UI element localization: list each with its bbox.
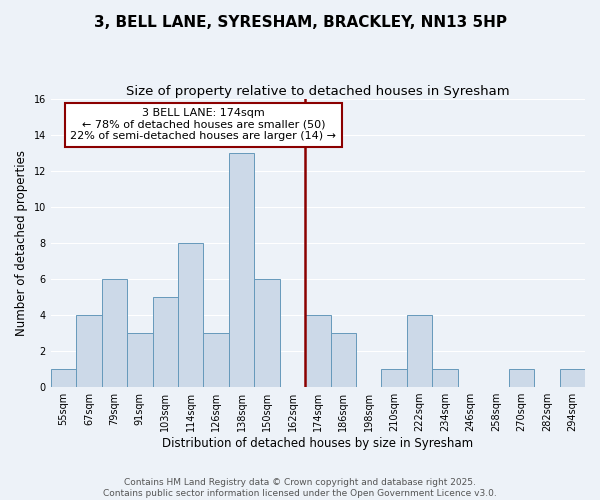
Bar [229, 153, 254, 387]
Bar [331, 333, 356, 387]
Bar [254, 279, 280, 387]
Bar [407, 315, 433, 387]
Bar [509, 369, 534, 387]
Y-axis label: Number of detached properties: Number of detached properties [15, 150, 28, 336]
Bar [560, 369, 585, 387]
Text: 3 BELL LANE: 174sqm
← 78% of detached houses are smaller (50)
22% of semi-detach: 3 BELL LANE: 174sqm ← 78% of detached ho… [70, 108, 337, 142]
Bar [76, 315, 101, 387]
Bar [178, 243, 203, 387]
Bar [305, 315, 331, 387]
Bar [382, 369, 407, 387]
Text: 3, BELL LANE, SYRESHAM, BRACKLEY, NN13 5HP: 3, BELL LANE, SYRESHAM, BRACKLEY, NN13 5… [94, 15, 506, 30]
Title: Size of property relative to detached houses in Syresham: Size of property relative to detached ho… [126, 85, 510, 98]
Bar [51, 369, 76, 387]
Bar [152, 297, 178, 387]
Text: Contains HM Land Registry data © Crown copyright and database right 2025.
Contai: Contains HM Land Registry data © Crown c… [103, 478, 497, 498]
Bar [433, 369, 458, 387]
X-axis label: Distribution of detached houses by size in Syresham: Distribution of detached houses by size … [163, 437, 473, 450]
Bar [101, 279, 127, 387]
Bar [127, 333, 152, 387]
Bar [203, 333, 229, 387]
